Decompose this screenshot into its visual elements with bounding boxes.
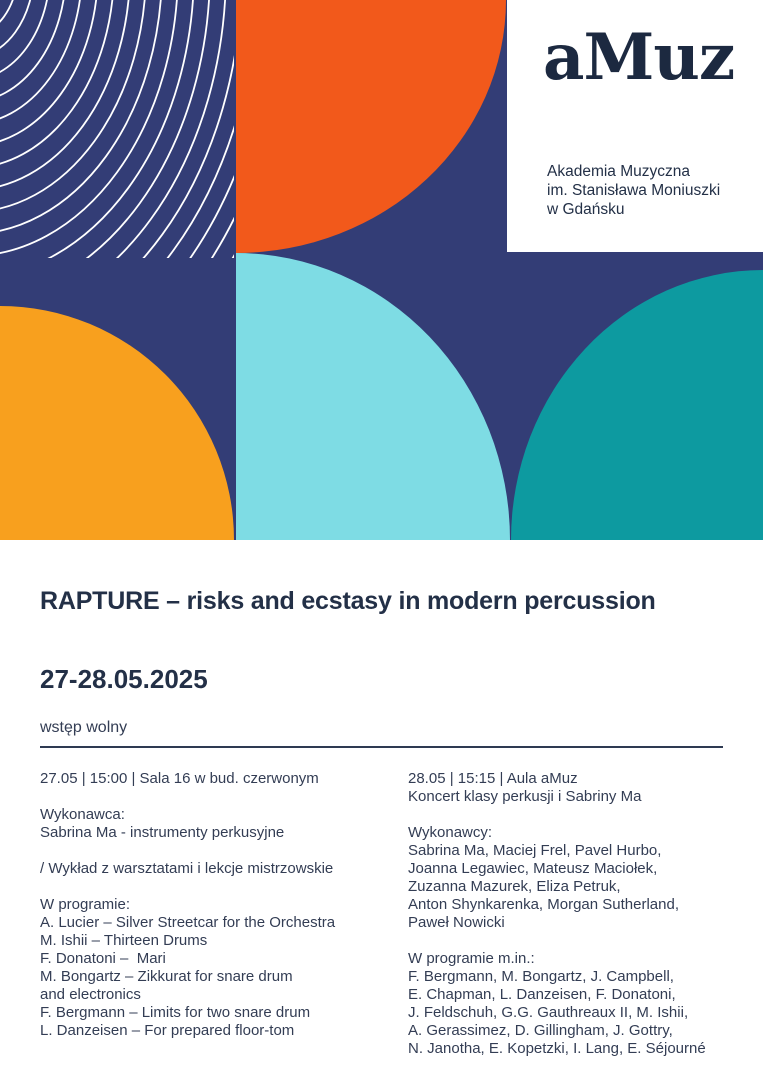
event-title: RAPTURE – risks and ecstasy in modern pe… (40, 587, 656, 615)
teal-quarter-circle (511, 270, 763, 540)
paragraph: 27.05 | 15:00 | Sala 16 w bud. czerwonym (40, 770, 408, 788)
text-line: F. Donatoni – Mari (40, 950, 166, 967)
event-dates: 27-28.05.2025 (40, 664, 208, 694)
text-line: 27.05 | 15:00 | Sala 16 w bud. czerwonym (40, 770, 319, 787)
paragraph: / Wykład z warsztatami i lekcje mistrzow… (40, 860, 408, 878)
logo-panel: aMuz Akademia Muzyczna im. Stanisława Mo… (507, 0, 763, 252)
text-line: N. Janotha, E. Kopetzki, I. Lang, E. Séj… (408, 1040, 706, 1057)
amber-quarter-circle (0, 306, 234, 540)
amuz-logo: aMuz (543, 20, 735, 95)
text-line: M. Ishii – Thirteen Drums (40, 932, 208, 949)
paragraph: Wykonawca: Sabrina Ma - instrumenty perku… (40, 806, 408, 842)
text-line: W programie: (40, 896, 131, 913)
text-line: Wykonawcy: (408, 824, 493, 841)
cyan-quarter-circle (236, 253, 510, 540)
text-line: Wykonawca: (40, 806, 125, 823)
text-line: / Wykład z warsztatami i lekcje mistrzow… (40, 860, 334, 877)
text-line: M. Bongartz – Zikkurat for snare drum (40, 968, 293, 985)
session-column-left: 27.05 | 15:00 | Sala 16 w bud. czerwonym… (40, 770, 408, 1040)
text-line: F. Bergmann – Limits for two snare drum (40, 1004, 311, 1021)
text-line: Sabrina Ma, Maciej Frel, Pavel Hurbo, (408, 842, 662, 859)
divider-line (40, 746, 723, 748)
admission-note: wstęp wolny (40, 719, 128, 736)
session-column-right: 28.05 | 15:15 | Aula aMuz Koncert klasy p… (408, 770, 723, 1058)
paragraph: 28.05 | 15:15 | Aula aMuz Koncert klasy p… (408, 770, 723, 806)
text-line: W programie m.in.: (408, 950, 535, 967)
text-line: A. Gerassimez, D. Gillingham, J. Gottry, (408, 1022, 673, 1039)
text-line: Anton Shynkarenka, Morgan Sutherland, (408, 896, 680, 913)
text-line: Paweł Nowicki (408, 914, 505, 931)
text-line: E. Chapman, L. Danzeisen, F. Donatoni, (408, 986, 676, 1003)
paragraph: Wykonawcy: Sabrina Ma, Maciej Frel, Pavel… (408, 824, 723, 932)
institution-name: Akademia Muzyczna im. Stanisława Moniusz… (547, 162, 720, 219)
text-line: J. Feldschuh, G.G. Gauthreaux II, M. Ish… (408, 1004, 689, 1021)
text-line: Joanna Legawiec, Mateusz Maciołek, (408, 860, 658, 877)
text-line: and electronics (40, 986, 141, 1003)
orange-quarter-circle (236, 0, 506, 253)
text-line: Sabrina Ma - instrumenty perkusyjne (40, 824, 285, 841)
institution-line: Akademia Muzyczna (547, 163, 691, 180)
text-line: 28.05 | 15:15 | Aula aMuz (408, 770, 578, 787)
paragraph: W programie: A. Lucier – Silver Streetcar… (40, 896, 408, 1040)
institution-line: im. Stanisława Moniuszki (547, 182, 721, 199)
text-line: Zuzanna Mazurek, Eliza Petruk, (408, 878, 621, 895)
text-line: A. Lucier – Silver Streetcar for the Orc… (40, 914, 336, 931)
paragraph: W programie m.in.: F. Bergmann, M. Bongar… (408, 950, 723, 1058)
text-line: F. Bergmann, M. Bongartz, J. Campbell, (408, 968, 674, 985)
institution-line: w Gdańsku (547, 201, 625, 218)
text-line: Koncert klasy perkusji i Sabriny Ma (408, 788, 642, 805)
sessions: 27.05 | 15:00 | Sala 16 w bud. czerwonym… (40, 770, 723, 1058)
text-line: L. Danzeisen – For prepared floor-tom (40, 1022, 295, 1039)
